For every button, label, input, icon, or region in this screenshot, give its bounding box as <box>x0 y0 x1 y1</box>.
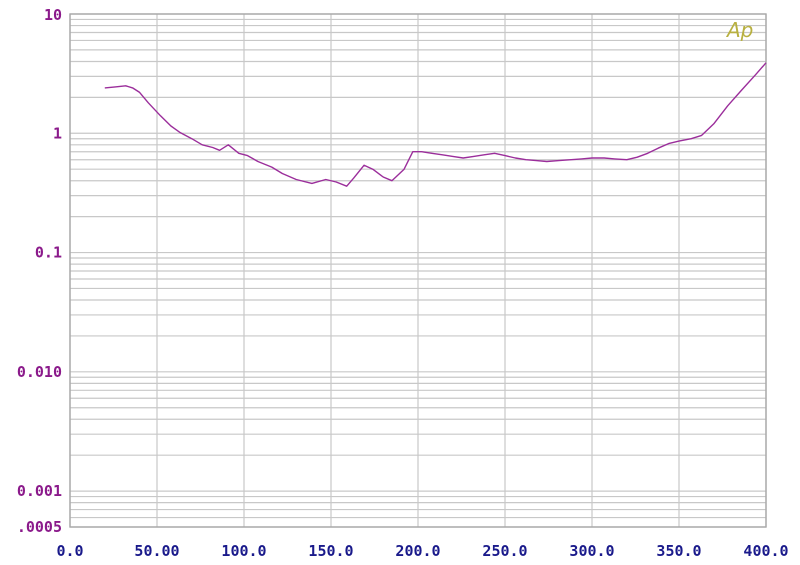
x-tick-label: 250.0 <box>482 542 527 560</box>
x-tick-label: 400.0 <box>743 542 788 560</box>
x-tick-label: 350.0 <box>656 542 701 560</box>
x-axis-ticks: 0.0 50.00 100.0 150.0 200.0 250.0 300.0 350.0 40… <box>56 542 788 560</box>
y-tick-label: 1 <box>53 124 62 142</box>
x-tick-label: 300.0 <box>569 542 614 560</box>
grid <box>69 13 767 528</box>
y-tick-label: .0005 <box>17 518 62 536</box>
plot-frame <box>69 13 767 528</box>
plot-border <box>69 13 767 528</box>
series-line <box>104 62 767 187</box>
y-axis-ticks: 10 1 0.1 0.010 0.001 .0005 <box>17 6 62 536</box>
y-tick-label: 0.010 <box>17 363 62 381</box>
x-tick-label: 50.00 <box>134 542 179 560</box>
y-tick-label: 0.1 <box>35 244 62 262</box>
x-tick-label: 0.0 <box>56 542 83 560</box>
x-tick-label: 200.0 <box>395 542 440 560</box>
y-tick-label: 10 <box>44 6 62 24</box>
x-tick-label: 100.0 <box>221 542 266 560</box>
ap-logo: Ap <box>725 18 753 42</box>
y-tick-label: 0.001 <box>17 482 62 500</box>
series <box>104 62 767 187</box>
x-tick-label: 150.0 <box>308 542 353 560</box>
